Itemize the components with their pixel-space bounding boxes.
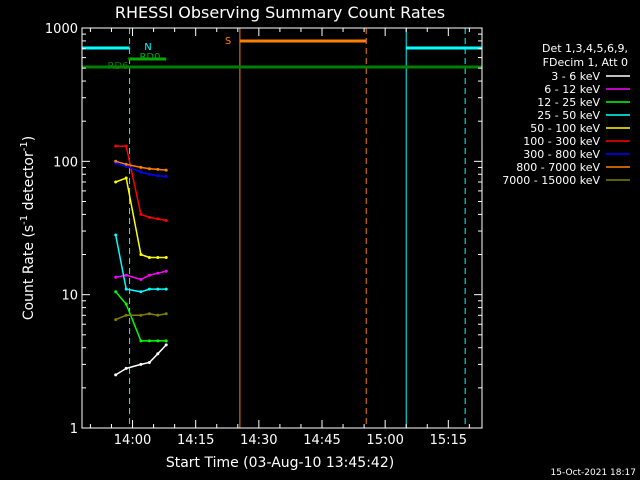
series-point-2-2 [139, 339, 143, 343]
series-point-1-4 [156, 271, 160, 275]
legend-label-2: 12 - 25 keV [537, 96, 600, 109]
series-point-4-0 [114, 180, 118, 184]
y-tick-label-1: 10 [61, 289, 78, 304]
series-point-4-3 [147, 256, 151, 259]
y-tick-label-0: 1 [70, 422, 78, 437]
series-point-3-0 [114, 233, 118, 237]
series-point-8-5 [164, 312, 168, 316]
y-axis: 1 10 100 1000 [45, 22, 482, 437]
x-tick-label-0: 14:00 [114, 433, 151, 448]
chart-title: RHESSI Observing Summary Count Rates [115, 3, 445, 22]
legend: Det 1,3,4,5,6,9,FDecim 1, Att 03 - 6 keV… [502, 42, 630, 187]
flag-label-rd0: RD0 [139, 52, 160, 63]
x-tick-label-1: 14:15 [177, 433, 214, 448]
series-point-6-2 [139, 170, 143, 174]
series-point-8-1 [124, 313, 128, 317]
y-axis-label: Count Rate (s-1 detector-1) [19, 136, 37, 320]
y-tick-label-2: 100 [53, 155, 78, 170]
series-point-6-3 [147, 172, 151, 176]
series-point-7-3 [147, 167, 151, 171]
x-tick-label-5: 15:15 [430, 433, 467, 448]
series-point-7-2 [139, 165, 143, 169]
series-point-1-2 [139, 278, 143, 281]
series-point-2-5 [164, 339, 168, 343]
series-point-0-3 [147, 361, 151, 364]
series-point-7-4 [156, 167, 160, 171]
series-point-5-1 [124, 144, 128, 148]
legend-label-0: 3 - 6 keV [551, 70, 600, 83]
count-rate-series [114, 144, 168, 377]
series-point-3-2 [139, 290, 143, 294]
generation-timestamp: 15-Oct-2021 18:17 [551, 468, 636, 478]
flag-label-rd6: RD6 [107, 61, 128, 72]
series-point-8-2 [139, 313, 143, 317]
legend-header-0: Det 1,3,4,5,6,9, [542, 42, 628, 55]
series-point-8-4 [156, 313, 160, 317]
series-point-8-0 [114, 318, 118, 322]
legend-label-1: 6 - 12 keV [544, 83, 600, 96]
series-point-7-0 [114, 159, 118, 163]
series-point-2-1 [124, 302, 128, 306]
series-point-2-3 [147, 339, 151, 343]
plot-frame [81, 27, 483, 429]
legend-header-1: FDecim 1, Att 0 [543, 56, 628, 69]
series-line-0 [115, 344, 167, 376]
legend-label-3: 25 - 50 keV [537, 109, 600, 122]
series-point-1-0 [114, 275, 118, 279]
series-point-4-4 [156, 256, 160, 259]
series-point-5-3 [147, 215, 151, 219]
series-point-1-3 [147, 273, 151, 277]
series-point-8-3 [147, 312, 151, 316]
series-point-7-5 [164, 168, 168, 172]
series-point-5-0 [114, 144, 118, 148]
series-point-0-5 [164, 343, 168, 347]
series-point-5-5 [164, 219, 168, 222]
legend-label-4: 50 - 100 keV [530, 122, 600, 135]
legend-label-6: 300 - 800 keV [523, 148, 600, 161]
series-point-1-1 [124, 273, 128, 277]
series-point-4-1 [124, 176, 128, 180]
legend-label-7: 800 - 7000 keV [516, 161, 600, 174]
legend-label-8: 7000 - 15000 keV [502, 174, 600, 187]
flag-label-s: S [225, 36, 231, 47]
series-point-7-1 [124, 162, 128, 166]
series-point-2-4 [156, 339, 160, 343]
x-axis: 14:00 14:15 14:30 14:45 15:00 15:15 [89, 28, 470, 448]
x-tick-label-4: 15:00 [366, 433, 403, 448]
series-point-3-1 [124, 287, 128, 291]
x-axis-label: Start Time (03-Aug-10 13:45:42) [166, 455, 394, 471]
legend-label-5: 100 - 300 keV [523, 135, 600, 148]
series-point-2-0 [114, 290, 118, 294]
series-point-0-1 [124, 366, 128, 370]
flag-label-n: N [144, 42, 151, 53]
series-point-6-4 [156, 174, 160, 178]
series-point-3-3 [147, 287, 151, 291]
series-point-4-2 [139, 253, 143, 256]
series-point-4-5 [164, 256, 168, 259]
series-point-0-4 [156, 352, 160, 356]
x-tick-label-2: 14:30 [240, 433, 277, 448]
series-point-0-0 [114, 373, 118, 377]
series-point-6-5 [164, 175, 168, 178]
x-tick-label-3: 14:45 [303, 433, 340, 448]
series-point-0-2 [139, 362, 143, 366]
series-point-5-2 [139, 212, 143, 216]
series-point-1-5 [164, 269, 168, 273]
series-point-3-4 [156, 287, 160, 291]
series-point-5-4 [156, 217, 160, 221]
y-tick-label-3: 1000 [45, 22, 78, 37]
series-point-3-5 [164, 287, 168, 291]
